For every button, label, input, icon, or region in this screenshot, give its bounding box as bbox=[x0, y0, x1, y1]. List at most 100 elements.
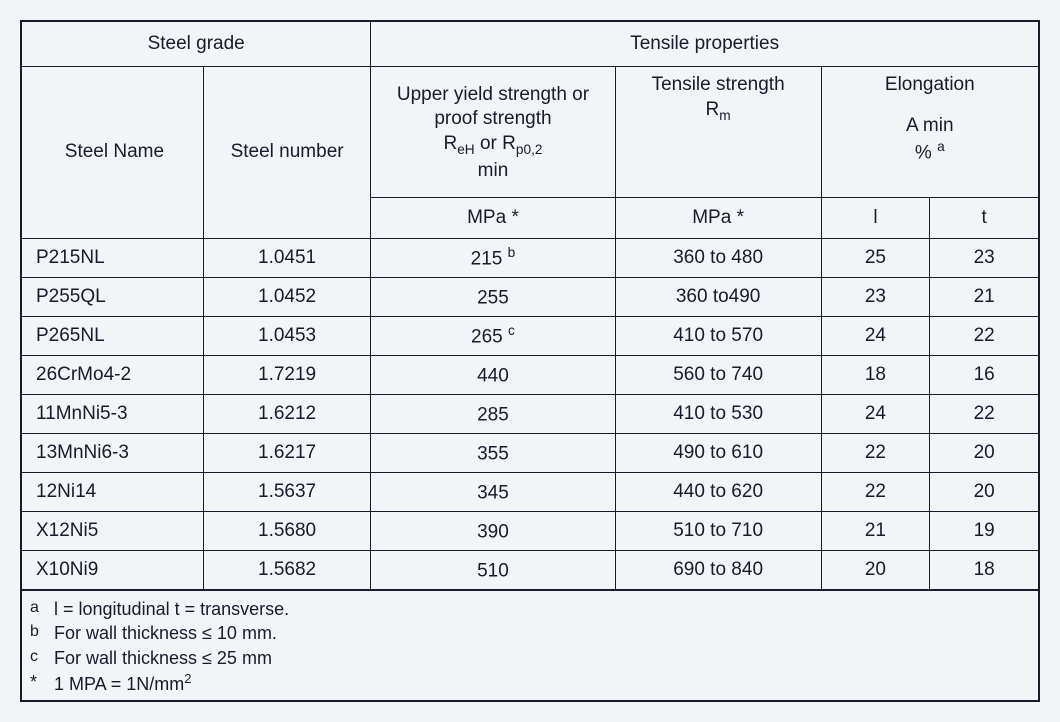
header-l: l bbox=[821, 198, 930, 239]
cell-l: 22 bbox=[821, 434, 930, 473]
footnote-b-text: For wall thickness ≤ 10 mm. bbox=[54, 621, 277, 645]
cell-number: 1.6217 bbox=[203, 434, 370, 473]
cell-tensile: 410 to 570 bbox=[615, 317, 821, 356]
header-tensile-sub: m bbox=[719, 107, 730, 122]
cell-number: 1.5680 bbox=[203, 512, 370, 551]
cell-yield: 255 bbox=[371, 278, 615, 317]
cell-name: P215NL bbox=[21, 239, 203, 278]
footnote-b-mark: b bbox=[30, 621, 54, 645]
cell-t: 16 bbox=[930, 356, 1039, 395]
cell-yield: 390 bbox=[371, 512, 615, 551]
cell-l: 20 bbox=[821, 551, 930, 590]
cell-l: 22 bbox=[821, 473, 930, 512]
cell-yield: 440 bbox=[371, 356, 615, 395]
cell-l: 21 bbox=[821, 512, 930, 551]
cell-l: 25 bbox=[821, 239, 930, 278]
cell-tensile: 560 to 740 bbox=[615, 356, 821, 395]
cell-yield: 510 bbox=[371, 551, 615, 590]
table-row: 12Ni14 1.5637 345 440 to 620 22 20 bbox=[21, 473, 1039, 512]
footnote-c-text: For wall thickness ≤ 25 mm bbox=[54, 646, 272, 670]
table-row: P215NL 1.0451 215 b 360 to 480 25 23 bbox=[21, 239, 1039, 278]
header-yield-sub2: p0,2 bbox=[516, 142, 543, 157]
cell-tensile: 360 to490 bbox=[615, 278, 821, 317]
table-container: Steel grade Tensile properties Steel Nam… bbox=[20, 20, 1040, 702]
footnote-c: c For wall thickness ≤ 25 mm bbox=[30, 646, 1030, 670]
header-tensile: Tensile strength Rm bbox=[615, 67, 821, 198]
footnote-c-mark: c bbox=[30, 646, 54, 670]
cell-t: 20 bbox=[930, 434, 1039, 473]
footnote-a-mark: a bbox=[30, 597, 54, 621]
table-body: P215NL 1.0451 215 b 360 to 480 25 23 P25… bbox=[21, 239, 1039, 702]
header-steel-number: Steel number bbox=[203, 67, 370, 239]
cell-l: 18 bbox=[821, 356, 930, 395]
cell-tensile: 690 to 840 bbox=[615, 551, 821, 590]
header-yield-sub1: eH bbox=[457, 142, 474, 157]
cell-yield: 265 c bbox=[371, 317, 615, 356]
cell-name: 12Ni14 bbox=[21, 473, 203, 512]
header-yield-unit: MPa * bbox=[371, 198, 615, 239]
cell-yield: 215 b bbox=[371, 239, 615, 278]
header-elong-amin: A min bbox=[832, 114, 1028, 139]
cell-yield: 345 bbox=[371, 473, 615, 512]
cell-l: 24 bbox=[821, 395, 930, 434]
cell-number: 1.0451 bbox=[203, 239, 370, 278]
cell-t: 22 bbox=[930, 317, 1039, 356]
header-elong-pct: % bbox=[915, 143, 937, 164]
cell-l: 24 bbox=[821, 317, 930, 356]
header-tensile-properties: Tensile properties bbox=[371, 21, 1039, 67]
cell-t: 21 bbox=[930, 278, 1039, 317]
header-tensile-sym-r: R bbox=[706, 99, 720, 120]
header-row-2: Steel Name Steel number Upper yield stre… bbox=[21, 67, 1039, 198]
cell-t: 18 bbox=[930, 551, 1039, 590]
cell-tensile: 490 to 610 bbox=[615, 434, 821, 473]
cell-tensile: 510 to 710 bbox=[615, 512, 821, 551]
cell-l: 23 bbox=[821, 278, 930, 317]
table-row: P265NL 1.0453 265 c 410 to 570 24 22 bbox=[21, 317, 1039, 356]
cell-number: 1.5682 bbox=[203, 551, 370, 590]
footnotes-block: a l = longitudinal t = transverse. b For… bbox=[22, 590, 1038, 700]
table-row: X10Ni9 1.5682 510 690 to 840 20 18 bbox=[21, 551, 1039, 590]
cell-number: 1.6212 bbox=[203, 395, 370, 434]
header-steel-grade: Steel grade bbox=[21, 21, 371, 67]
cell-yield: 285 bbox=[371, 395, 615, 434]
header-yield-min: min bbox=[381, 159, 604, 184]
header-elongation: Elongation A min % a bbox=[821, 67, 1039, 198]
cell-tensile: 410 to 530 bbox=[615, 395, 821, 434]
header-yield-or: or R bbox=[475, 133, 516, 154]
cell-number: 1.0453 bbox=[203, 317, 370, 356]
cell-name: X12Ni5 bbox=[21, 512, 203, 551]
cell-t: 19 bbox=[930, 512, 1039, 551]
cell-number: 1.7219 bbox=[203, 356, 370, 395]
footnote-star: * 1 MPA = 1N/mm2 bbox=[30, 670, 1030, 696]
header-tensile-unit: MPa * bbox=[615, 198, 821, 239]
footnote-b: b For wall thickness ≤ 10 mm. bbox=[30, 621, 1030, 645]
cell-tensile: 440 to 620 bbox=[615, 473, 821, 512]
table-row: 26CrMo4-2 1.7219 440 560 to 740 18 16 bbox=[21, 356, 1039, 395]
footnote-row: a l = longitudinal t = transverse. b For… bbox=[21, 590, 1039, 702]
table-row: X12Ni5 1.5680 390 510 to 710 21 19 bbox=[21, 512, 1039, 551]
header-t: t bbox=[930, 198, 1039, 239]
table-row: 13MnNi6-3 1.6217 355 490 to 610 22 20 bbox=[21, 434, 1039, 473]
header-elong-main: Elongation bbox=[832, 73, 1028, 98]
cell-t: 23 bbox=[930, 239, 1039, 278]
header-steel-name: Steel Name bbox=[21, 67, 203, 239]
cell-tensile: 360 to 480 bbox=[615, 239, 821, 278]
cell-t: 20 bbox=[930, 473, 1039, 512]
cell-t: 22 bbox=[930, 395, 1039, 434]
cell-yield: 355 bbox=[371, 434, 615, 473]
header-elong-a: a bbox=[937, 139, 945, 154]
footnote-star-text: 1 MPA = 1N/mm2 bbox=[54, 670, 191, 696]
cell-name: 13MnNi6-3 bbox=[21, 434, 203, 473]
footnote-a: a l = longitudinal t = transverse. bbox=[30, 597, 1030, 621]
table-row: P255QL 1.0452 255 360 to490 23 21 bbox=[21, 278, 1039, 317]
cell-number: 1.0452 bbox=[203, 278, 370, 317]
cell-name: 26CrMo4-2 bbox=[21, 356, 203, 395]
properties-table: Steel grade Tensile properties Steel Nam… bbox=[20, 20, 1040, 702]
header-yield: Upper yield strength or proof strength R… bbox=[371, 67, 615, 198]
header-row-1: Steel grade Tensile properties bbox=[21, 21, 1039, 67]
table-row: 11MnNi5-3 1.6212 285 410 to 530 24 22 bbox=[21, 395, 1039, 434]
cell-number: 1.5637 bbox=[203, 473, 370, 512]
cell-name: 11MnNi5-3 bbox=[21, 395, 203, 434]
cell-name: P255QL bbox=[21, 278, 203, 317]
header-yield-main: Upper yield strength or proof strength bbox=[381, 83, 604, 132]
